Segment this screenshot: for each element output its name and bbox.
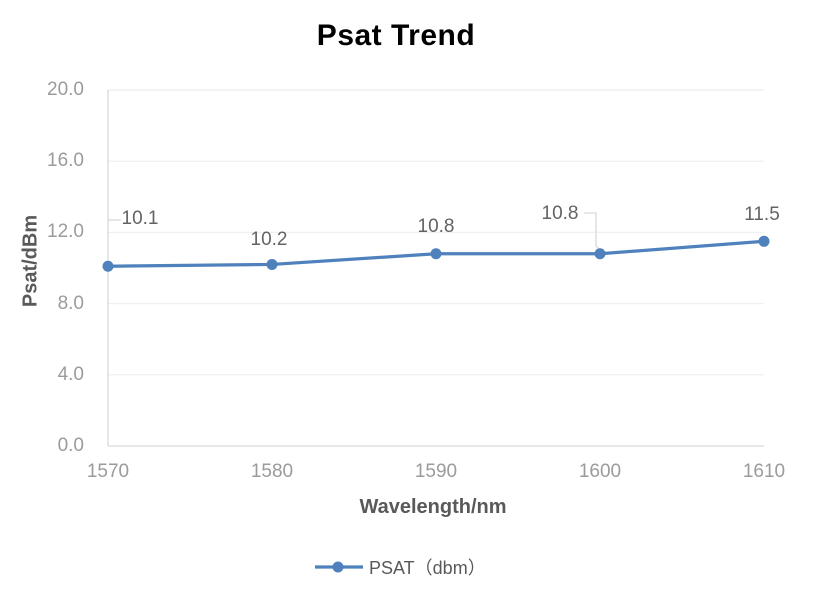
legend: PSAT（dbm） [314,555,486,579]
chart-title: Psat Trend [316,19,476,52]
legend-label: PSAT（dbm） [369,558,486,578]
data-point-marker [758,235,770,247]
legend-line-marker-icon [315,561,363,573]
data-point-marker [102,260,114,272]
data-point-marker [266,258,278,270]
x-axis-title: Wavelength/nm [359,496,507,518]
data-point-marker [594,248,606,260]
data-point-marker [430,248,442,260]
